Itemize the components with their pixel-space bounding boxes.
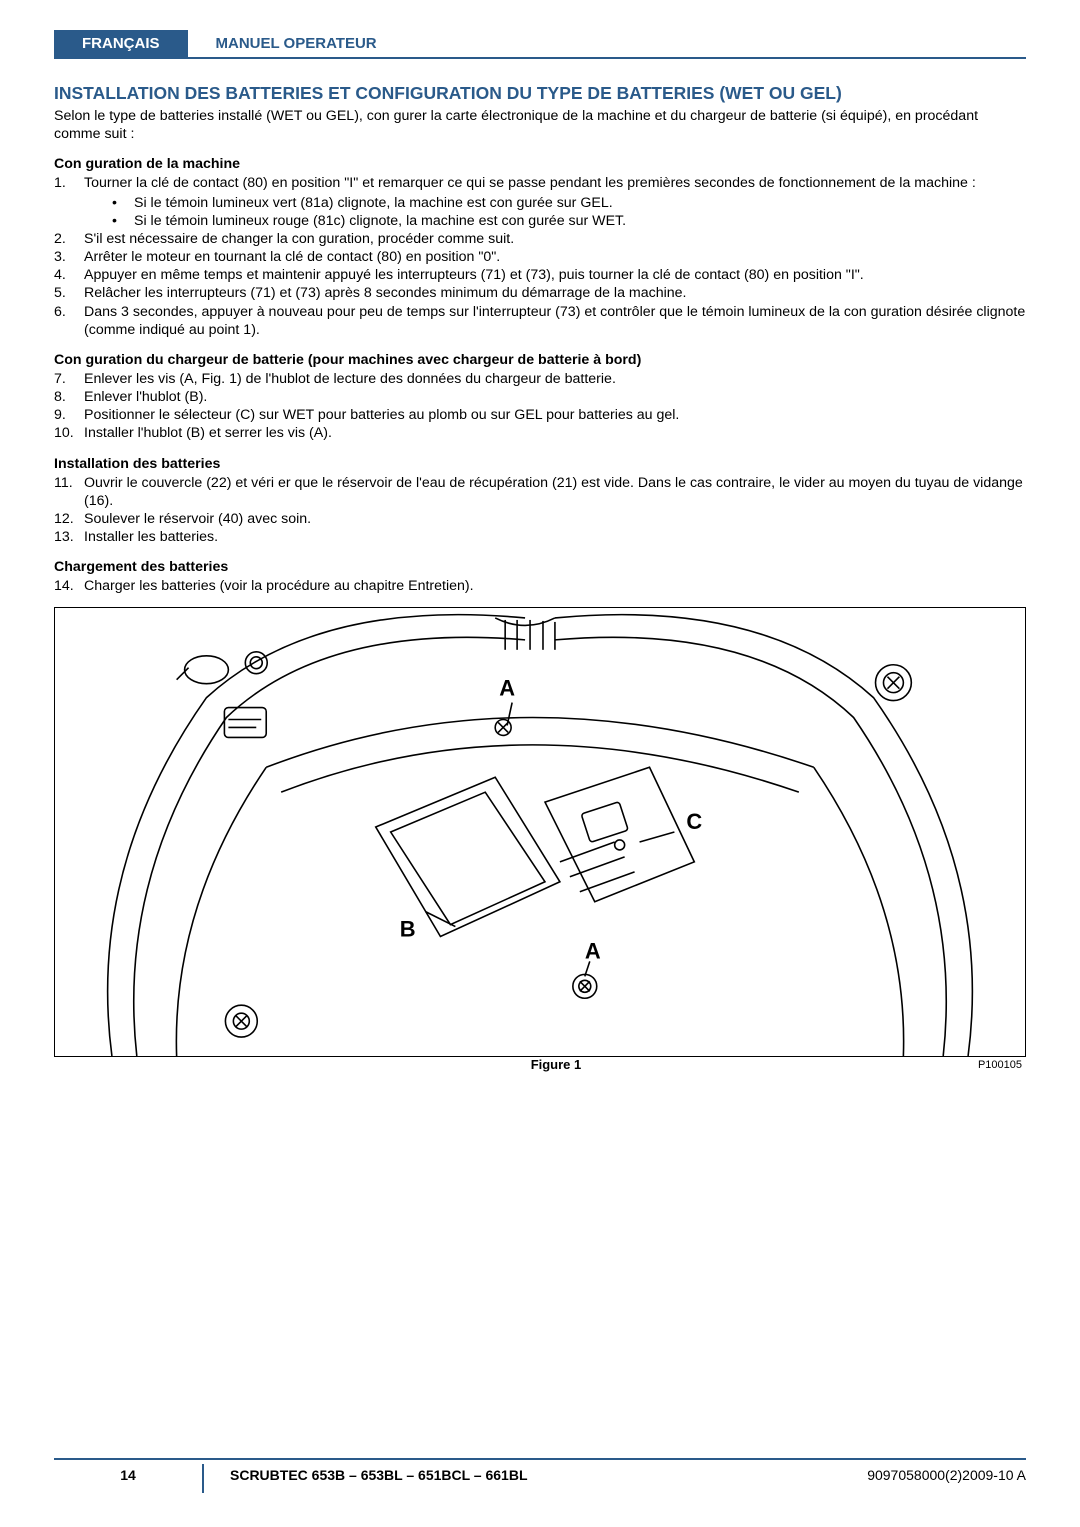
footer-model: SCRUBTEC 653B – 653BL – 651BCL – 661BL bbox=[204, 1464, 806, 1483]
list-item: 5.Relâcher les interrupteurs (71) et (73… bbox=[54, 284, 1026, 302]
list-text: Positionner le sélecteur (C) sur WET pou… bbox=[84, 406, 1026, 424]
bullet-text: Si le témoin lumineux vert (81a) clignot… bbox=[134, 194, 613, 212]
list-number: 7. bbox=[54, 370, 84, 388]
list-item: 12.Soulever le réservoir (40) avec soin. bbox=[54, 510, 1026, 528]
list-text: Enlever les vis (A, Fig. 1) de l'hublot … bbox=[84, 370, 1026, 388]
list-install-batteries: 11.Ouvrir le couvercle (22) et véri er q… bbox=[54, 474, 1026, 547]
list-number: 14. bbox=[54, 577, 84, 595]
list-number: 6. bbox=[54, 303, 84, 339]
header-bar: FRANÇAIS MANUEL OPERATEUR bbox=[54, 30, 1026, 59]
figure-label-a-bottom: A bbox=[585, 939, 601, 964]
bullet-text: Si le témoin lumineux rouge (81c) cligno… bbox=[134, 212, 626, 230]
footer-rule bbox=[54, 1458, 1026, 1460]
list-text: Enlever l'hublot (B). bbox=[84, 388, 1026, 406]
subheading-config-machine: Con guration de la machine bbox=[54, 156, 1026, 172]
list-text: Dans 3 secondes, appuyer à nouveau pour … bbox=[84, 303, 1026, 339]
list-item: 1. Tourner la clé de contact (80) en pos… bbox=[54, 174, 1026, 230]
figure-label-a-top: A bbox=[499, 676, 515, 701]
figure-container: A C B A Figure 1 P100105 bbox=[54, 607, 1026, 1072]
list-item: 6.Dans 3 secondes, appuyer à nouveau pou… bbox=[54, 303, 1026, 339]
manual-title: MANUEL OPERATEUR bbox=[188, 30, 377, 57]
list-charge-batteries: 14.Charger les batteries (voir la procéd… bbox=[54, 577, 1026, 595]
list-item: 13.Installer les batteries. bbox=[54, 528, 1026, 546]
list-item: 3.Arrêter le moteur en tournant la clé d… bbox=[54, 248, 1026, 266]
figure-diagram: A C B A bbox=[54, 607, 1026, 1057]
bullet-list: Si le témoin lumineux vert (81a) clignot… bbox=[84, 194, 1026, 230]
section-title: INSTALLATION DES BATTERIES ET CONFIGURAT… bbox=[54, 83, 1026, 104]
list-config-machine: 1. Tourner la clé de contact (80) en pos… bbox=[54, 174, 1026, 339]
figure-label-c: C bbox=[686, 809, 702, 834]
list-text: Tourner la clé de contact (80) en positi… bbox=[84, 174, 1026, 230]
list-number: 12. bbox=[54, 510, 84, 528]
list-text: Relâcher les interrupteurs (71) et (73) … bbox=[84, 284, 1026, 302]
language-tab: FRANÇAIS bbox=[54, 30, 188, 57]
subheading-config-charger: Con guration du chargeur de batterie (po… bbox=[54, 352, 1026, 368]
list-item: 14.Charger les batteries (voir la procéd… bbox=[54, 577, 1026, 595]
list-number: 4. bbox=[54, 266, 84, 284]
list-text: Installer les batteries. bbox=[84, 528, 1026, 546]
list-text: Installer l'hublot (B) et serrer les vis… bbox=[84, 424, 1026, 442]
list-item: 9.Positionner le sélecteur (C) sur WET p… bbox=[54, 406, 1026, 424]
bullet-item: Si le témoin lumineux vert (81a) clignot… bbox=[84, 194, 1026, 212]
list-number: 13. bbox=[54, 528, 84, 546]
list-number: 1. bbox=[54, 174, 84, 230]
section-intro: Selon le type de batteries installé (WET… bbox=[54, 107, 1026, 143]
figure-caption: Figure 1 bbox=[134, 1057, 978, 1072]
list-item: 2.S'il est nécessaire de changer la con … bbox=[54, 230, 1026, 248]
list-number: 11. bbox=[54, 474, 84, 510]
footer-docref: 9097058000(2)2009-10 A bbox=[806, 1464, 1026, 1483]
list-text-content: Tourner la clé de contact (80) en positi… bbox=[84, 175, 976, 191]
list-number: 3. bbox=[54, 248, 84, 266]
list-text: Soulever le réservoir (40) avec soin. bbox=[84, 510, 1026, 528]
subheading-charge-batteries: Chargement des batteries bbox=[54, 559, 1026, 575]
list-config-charger: 7.Enlever les vis (A, Fig. 1) de l'hublo… bbox=[54, 370, 1026, 443]
list-item: 8.Enlever l'hublot (B). bbox=[54, 388, 1026, 406]
list-item: 11.Ouvrir le couvercle (22) et véri er q… bbox=[54, 474, 1026, 510]
figure-caption-row: Figure 1 P100105 bbox=[54, 1057, 1026, 1072]
list-item: 10.Installer l'hublot (B) et serrer les … bbox=[54, 424, 1026, 442]
list-text: Charger les batteries (voir la procédure… bbox=[84, 577, 1026, 595]
list-number: 9. bbox=[54, 406, 84, 424]
figure-code: P100105 bbox=[978, 1059, 1026, 1071]
subheading-install-batteries: Installation des batteries bbox=[54, 456, 1026, 472]
list-text: S'il est nécessaire de changer la con gu… bbox=[84, 230, 1026, 248]
figure-label-b: B bbox=[400, 917, 416, 942]
list-text: Appuyer en même temps et maintenir appuy… bbox=[84, 266, 1026, 284]
footer-page-number: 14 bbox=[54, 1464, 204, 1493]
list-number: 2. bbox=[54, 230, 84, 248]
bullet-item: Si le témoin lumineux rouge (81c) cligno… bbox=[84, 212, 1026, 230]
list-text: Ouvrir le couvercle (22) et véri er que … bbox=[84, 474, 1026, 510]
list-item: 4.Appuyer en même temps et maintenir app… bbox=[54, 266, 1026, 284]
page-footer: 14 SCRUBTEC 653B – 653BL – 651BCL – 661B… bbox=[54, 1458, 1026, 1493]
list-text: Arrêter le moteur en tournant la clé de … bbox=[84, 248, 1026, 266]
list-item: 7.Enlever les vis (A, Fig. 1) de l'hublo… bbox=[54, 370, 1026, 388]
list-number: 5. bbox=[54, 284, 84, 302]
list-number: 8. bbox=[54, 388, 84, 406]
list-number: 10. bbox=[54, 424, 84, 442]
